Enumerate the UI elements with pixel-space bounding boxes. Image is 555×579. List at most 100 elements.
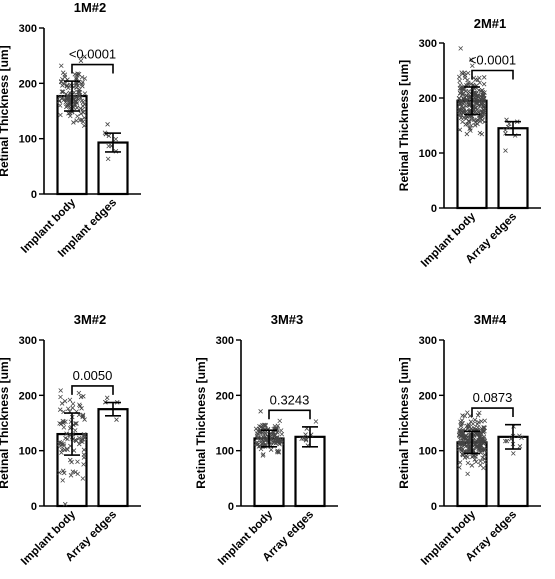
y-tick-label: 0 [31,189,37,201]
data-point [78,58,84,64]
data-point [74,85,79,90]
data-point [81,447,87,453]
data-point [477,80,483,86]
y-tick-label: 200 [419,390,437,402]
data-point [313,419,319,424]
data-point [468,426,474,432]
data-point [59,89,65,94]
data-point [458,447,464,452]
data-point [502,438,508,444]
data-point [482,452,487,457]
data-point [113,136,119,142]
data-point [477,98,482,104]
p-value-label: 0.3243 [270,392,310,407]
data-point [58,79,64,85]
data-point [476,437,481,443]
data-point [466,118,472,124]
data-point [82,102,87,107]
data-point [59,401,65,406]
data-point [299,436,304,442]
data-point [482,418,488,424]
data-point [460,119,465,125]
data-point [275,423,281,429]
y-axis-label: Retinal Thickness [um] [0,45,11,176]
data-point [58,394,63,400]
data-point [469,81,474,87]
data-point [458,422,464,427]
data-point [457,90,463,96]
data-point [465,460,471,466]
data-point [74,99,79,104]
data-point [457,465,462,470]
data-point [479,438,484,444]
data-point [458,46,463,51]
data-point [477,443,483,449]
data-point [466,102,472,107]
data-point [472,91,478,96]
data-point [457,437,463,442]
data-point [70,405,75,411]
chart-title: 3M#3 [271,312,304,327]
data-point [457,101,463,106]
data-point [503,148,508,153]
data-point [75,89,81,95]
data-point [72,428,78,433]
data-point [475,421,480,427]
data-point [269,432,274,438]
bar [97,408,129,508]
data-point [473,441,478,447]
data-point [65,103,70,109]
data-point [459,418,465,423]
p-value-label: <0.0001 [69,47,116,62]
data-point [73,80,79,86]
y-tick-label: 100 [419,446,437,458]
data-point [82,115,87,121]
data-point [57,407,63,412]
data-point [468,419,474,424]
data-point [65,406,71,412]
data-point [476,109,481,115]
data-point [511,451,516,456]
data-point [57,470,62,475]
data-point [481,447,487,453]
data-point [464,98,469,104]
data-point [79,406,84,411]
data-point [467,103,472,109]
data-point [480,117,485,123]
data-point [481,75,487,80]
data-point [457,86,463,91]
data-point [460,413,465,418]
y-tick-label: 300 [19,335,37,347]
data-point [81,455,87,460]
data-point [62,501,68,507]
data-point [473,105,478,111]
data-point [277,418,283,424]
data-point [82,76,88,81]
data-point [504,438,510,444]
data-point [80,107,85,112]
data-point [457,460,463,465]
data-point [458,115,464,121]
data-point [80,439,85,445]
data-point [77,402,82,408]
chart-title: 2M#1 [474,16,507,31]
data-point [466,424,472,429]
data-point [458,101,464,106]
data-point [457,78,462,84]
data-point [459,90,464,95]
data-point [458,423,464,429]
data-point [105,122,110,127]
y-tick-label: 200 [19,78,37,90]
data-point [67,90,73,96]
data-point [472,123,478,128]
bar [294,435,326,508]
data-point [74,438,79,444]
data-point [457,110,463,116]
data-point [461,108,466,113]
data-point [467,447,472,452]
data-point [478,103,483,109]
data-point [462,435,468,440]
